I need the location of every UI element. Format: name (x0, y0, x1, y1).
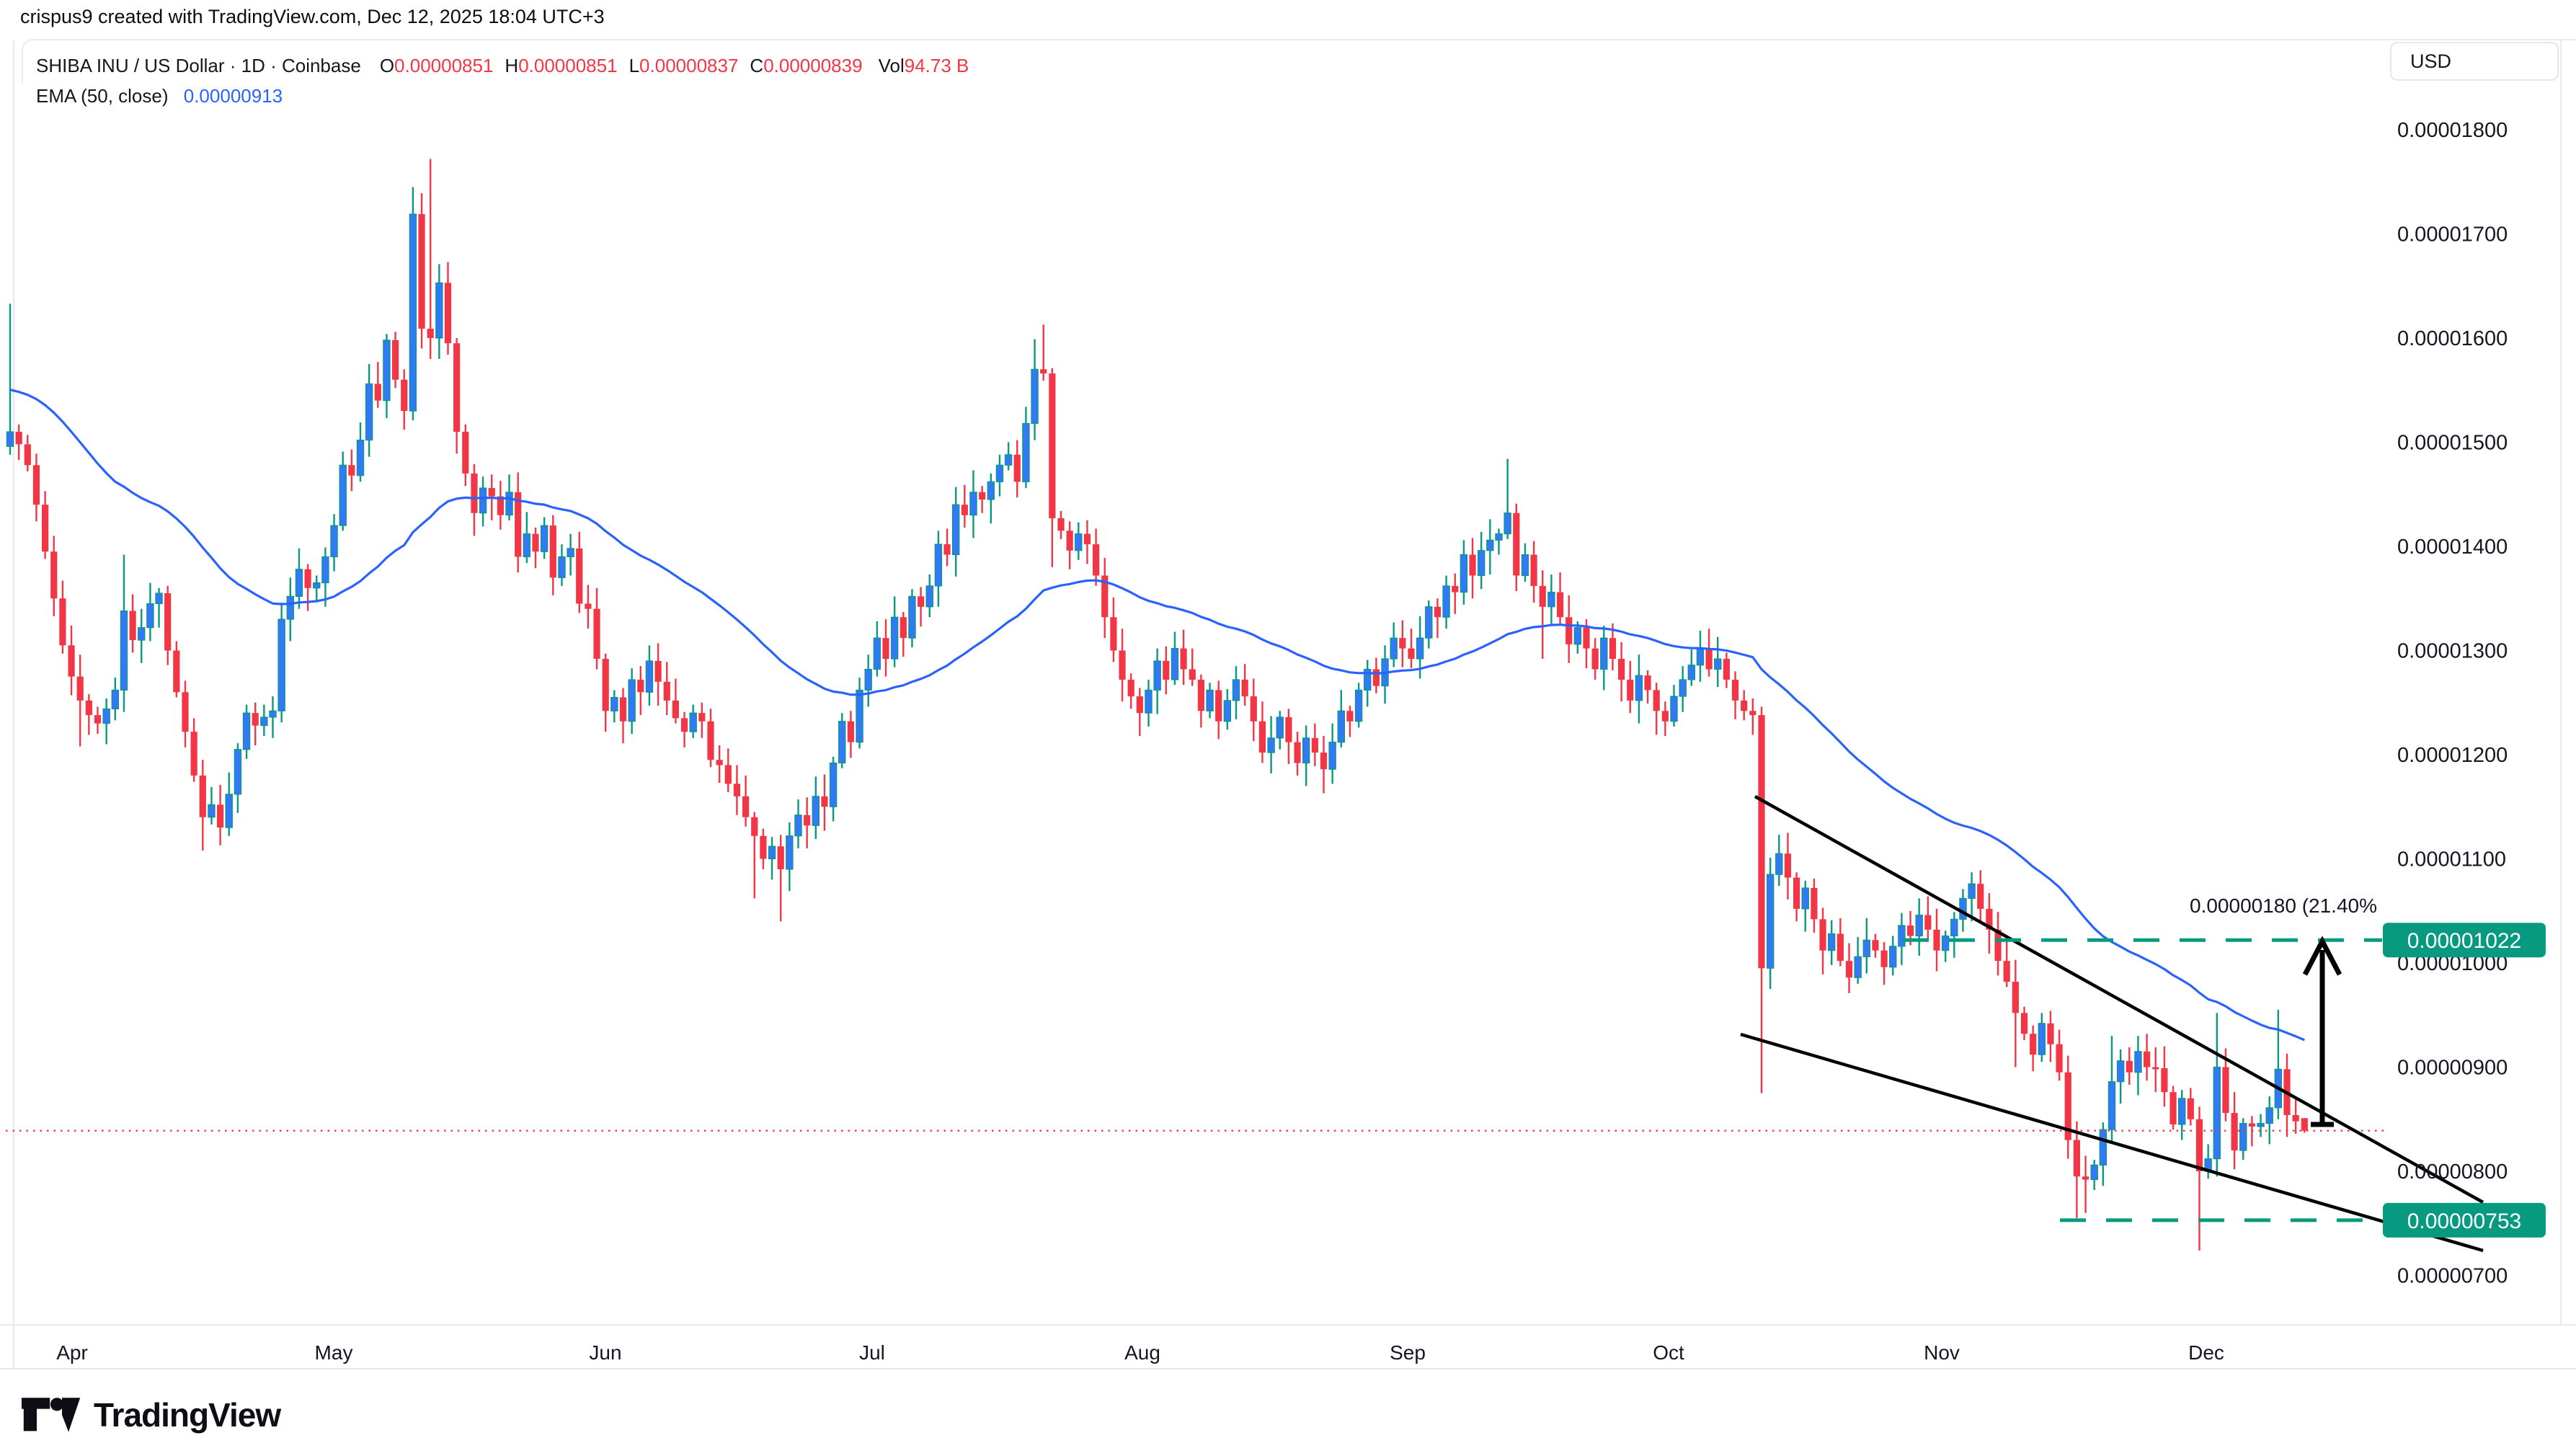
time-axis-label: Apr (56, 1341, 88, 1364)
ohlc-item: L0.00000837 (629, 55, 739, 76)
time-axis-label: Dec (2188, 1341, 2224, 1364)
price-axis-label: 0.00001800 (2397, 119, 2508, 142)
price-axis-label: 0.00001300 (2397, 640, 2508, 663)
time-axis-label: May (315, 1341, 353, 1364)
price-levels-layer: 0.00001022 0.00000753 (1903, 923, 2546, 1238)
price-axis-label: 0.00000700 (2397, 1265, 2508, 1288)
pane-borders (0, 40, 2576, 1370)
ohlc-values: O0.00000851 H0.00000851 L0.00000837 C0.0000… (380, 55, 874, 76)
volume-label: Vol (878, 55, 905, 76)
trendlines-layer (1740, 795, 2484, 1253)
price-level-badge (2383, 923, 2546, 958)
time-axis-label: Nov (1924, 1341, 1960, 1364)
indicator-label: EMA (50, close) (36, 85, 169, 107)
measure-arrow (2302, 936, 2342, 1127)
indicator-value: 0.00000913 (183, 85, 283, 107)
measure-annotation-text: 0.00000180 (21.40% (2190, 895, 2377, 917)
time-axis-label: Sep (1390, 1341, 1426, 1364)
currency-toggle-button[interactable]: USD (2390, 42, 2559, 81)
price-axis-label: 0.00001400 (2397, 536, 2508, 559)
trendline-lower (1740, 1032, 2484, 1253)
ohlc-item: H0.00000851 (505, 55, 618, 76)
tradingview-logo-icon (22, 1398, 81, 1432)
time-axis[interactable]: Apr May Jun Jul Aug Sep Oct Nov Dec (56, 1341, 2224, 1364)
ohlc-item: O0.00000851 (379, 55, 494, 76)
price-axis-label: 0.00001100 (2397, 848, 2506, 871)
trendline-upper (1754, 795, 2484, 1204)
price-level-badge-text: 0.00001022 (2407, 929, 2522, 953)
price-axis-label: 0.00001600 (2397, 327, 2508, 350)
ema-line (9, 389, 2305, 1042)
attribution-text: crispus9 created with TradingView.com, D… (20, 6, 605, 27)
price-axis-label: 0.00001700 (2397, 223, 2508, 247)
ohlc-item: C0.00000839 (750, 55, 863, 76)
tradingview-logo-text: TradingView (94, 1396, 281, 1434)
symbol-legend-row: SHIBA INU / US Dollar · 1D · Coinbase O0.… (36, 55, 980, 77)
time-axis-label: Oct (1653, 1341, 1684, 1364)
price-axis[interactable]: 0.00001800 0.00001700 0.00001600 0.00001500… (2397, 119, 2508, 1288)
time-axis-label: Jul (859, 1341, 885, 1364)
time-axis-label: Jun (589, 1341, 621, 1364)
symbol-title: SHIBA INU / US Dollar · 1D · Coinbase (36, 55, 361, 76)
indicator-legend-row: EMA (50, close) 0.00000913 (36, 85, 283, 107)
price-level-badge (2383, 1202, 2546, 1238)
volume-readout: Vol94.73 B (879, 55, 969, 76)
price-axis-label: 0.00000800 (2397, 1160, 2508, 1184)
tradingview-logo[interactable]: TradingView (22, 1395, 281, 1434)
time-axis-label: Aug (1124, 1341, 1160, 1364)
volume-value: 94.73 B (904, 55, 969, 76)
price-level-badge-text: 0.00000753 (2407, 1209, 2522, 1233)
price-axis-label: 0.00001200 (2397, 744, 2508, 767)
price-axis-label: 0.00001500 (2397, 432, 2508, 455)
price-axis-label: 0.00000900 (2397, 1057, 2508, 1080)
candles-layer (6, 159, 2308, 1251)
